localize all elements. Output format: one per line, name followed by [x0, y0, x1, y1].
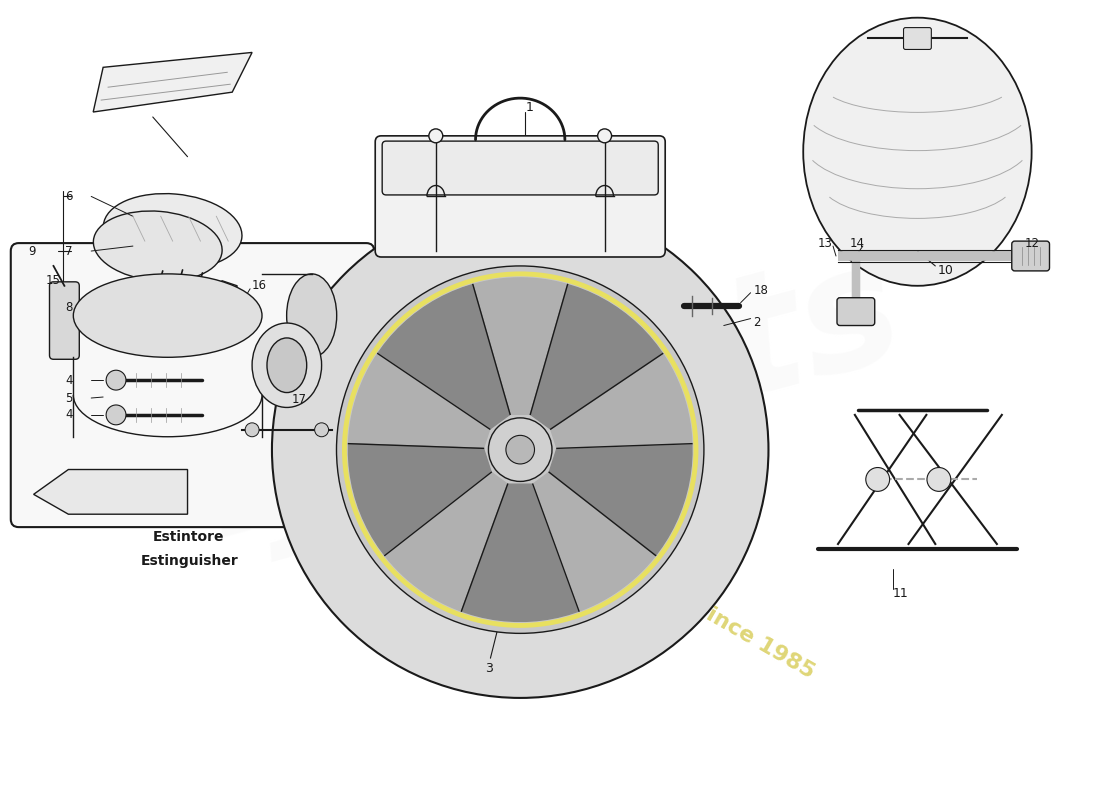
Ellipse shape: [272, 202, 769, 698]
Text: a passion for parts since 1985: a passion for parts since 1985: [481, 475, 818, 682]
FancyBboxPatch shape: [11, 243, 374, 527]
Text: 4: 4: [65, 408, 73, 422]
Polygon shape: [94, 53, 252, 112]
Text: Estintore: Estintore: [153, 530, 224, 544]
Ellipse shape: [252, 323, 321, 407]
Circle shape: [315, 423, 329, 437]
Polygon shape: [532, 472, 656, 611]
FancyBboxPatch shape: [903, 28, 932, 50]
FancyBboxPatch shape: [837, 298, 874, 326]
Circle shape: [488, 418, 552, 482]
FancyBboxPatch shape: [1012, 241, 1049, 271]
Polygon shape: [461, 484, 579, 622]
Ellipse shape: [337, 266, 704, 634]
Polygon shape: [530, 285, 662, 429]
Circle shape: [866, 467, 890, 491]
Ellipse shape: [267, 338, 307, 393]
Ellipse shape: [803, 18, 1032, 286]
Polygon shape: [34, 470, 187, 514]
Ellipse shape: [103, 194, 242, 269]
FancyBboxPatch shape: [382, 141, 658, 195]
Polygon shape: [108, 281, 238, 330]
Circle shape: [245, 423, 258, 437]
Polygon shape: [551, 354, 692, 448]
Text: 6: 6: [65, 190, 73, 203]
Polygon shape: [473, 278, 568, 414]
Text: fjsparts: fjsparts: [180, 227, 920, 573]
Text: 4: 4: [65, 374, 73, 386]
Text: 16: 16: [252, 279, 267, 292]
Text: 10: 10: [937, 265, 954, 278]
Polygon shape: [377, 285, 510, 429]
FancyBboxPatch shape: [50, 282, 79, 359]
Ellipse shape: [74, 274, 262, 358]
Circle shape: [597, 129, 612, 142]
Text: 13: 13: [818, 237, 833, 250]
Text: 12: 12: [1025, 237, 1040, 250]
Text: 9: 9: [29, 245, 36, 258]
Text: 7: 7: [65, 245, 73, 258]
Polygon shape: [349, 444, 492, 555]
Circle shape: [429, 129, 442, 142]
Text: 3: 3: [485, 662, 493, 674]
Text: 2: 2: [754, 316, 761, 329]
Text: ✦: ✦: [147, 302, 156, 313]
Text: Estinguisher: Estinguisher: [141, 554, 239, 568]
Text: 17: 17: [292, 394, 307, 406]
Ellipse shape: [287, 274, 337, 358]
Polygon shape: [549, 444, 692, 555]
Ellipse shape: [94, 211, 222, 281]
Text: 5: 5: [65, 391, 73, 405]
Circle shape: [927, 467, 950, 491]
Circle shape: [106, 405, 127, 425]
Polygon shape: [385, 472, 507, 611]
Text: 1: 1: [525, 101, 533, 114]
Text: 8: 8: [65, 301, 73, 314]
Text: 11: 11: [892, 587, 909, 600]
FancyBboxPatch shape: [375, 136, 666, 257]
Circle shape: [106, 370, 127, 390]
Text: 18: 18: [754, 284, 769, 298]
Circle shape: [506, 435, 535, 464]
Text: 14: 14: [850, 237, 865, 250]
Polygon shape: [349, 354, 490, 448]
Text: 15: 15: [45, 274, 60, 287]
